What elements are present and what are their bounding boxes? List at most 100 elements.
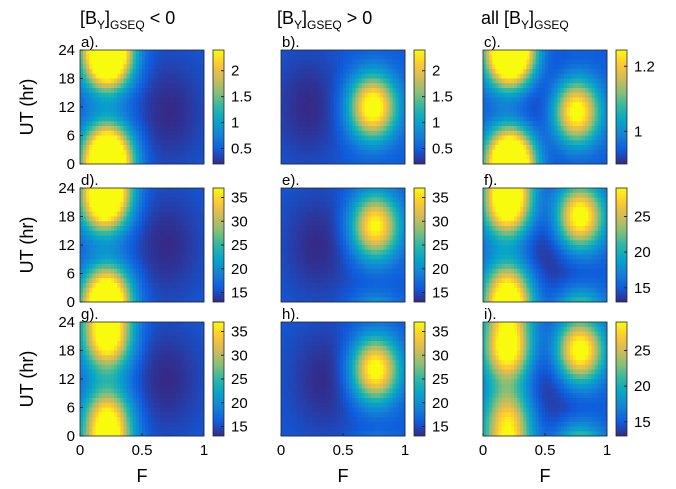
heatmap-cell (107, 69, 112, 75)
heatmap-cell (389, 197, 393, 203)
heatmap-cell (163, 283, 168, 289)
heatmap-cell (302, 297, 307, 303)
heatmap-cell (308, 97, 313, 103)
heatmap-cell (324, 78, 328, 84)
heatmap-cell (92, 59, 96, 65)
heatmap-cell (395, 59, 400, 65)
heatmap-cell (386, 92, 390, 98)
heatmap-cell (343, 273, 347, 279)
heatmap-cell (538, 59, 543, 65)
heatmap-cell (600, 107, 605, 113)
heatmap-cell (318, 50, 322, 56)
heatmap-cell (383, 211, 387, 217)
heatmap-cell (305, 50, 310, 56)
heatmap-cell (191, 235, 196, 241)
heatmap-cell (191, 59, 196, 65)
heatmap-cell (510, 64, 515, 70)
heatmap-cell (367, 211, 372, 217)
heatmap-cell (308, 240, 313, 246)
heatmap-cell (498, 149, 502, 155)
heatmap-cell (339, 207, 344, 213)
heatmap-cell (367, 278, 372, 284)
heatmap-cell (364, 268, 369, 274)
heatmap-cell (395, 211, 400, 217)
heatmap-cell (560, 130, 564, 136)
heatmap-cell (576, 154, 580, 160)
heatmap-cell (160, 54, 165, 60)
heatmap-cell (182, 97, 186, 103)
heatmap-cell (523, 140, 527, 146)
heatmap-cell (163, 259, 168, 265)
heatmap-cell (281, 240, 285, 246)
heatmap-cell (374, 226, 378, 232)
heatmap-cell (151, 273, 155, 279)
heatmap-cell (191, 211, 196, 217)
heatmap-cell (92, 154, 96, 160)
heatmap-cell (123, 97, 127, 103)
heatmap-cell (504, 102, 509, 108)
heatmap-cell (179, 92, 183, 98)
heatmap-cell (386, 107, 390, 113)
heatmap-cell (284, 268, 288, 274)
heatmap-cell (395, 154, 400, 160)
heatmap-cell (117, 69, 121, 75)
heatmap-cell (154, 235, 158, 241)
heatmap-cell (324, 140, 328, 146)
heatmap-cell (182, 226, 186, 232)
heatmap-cell (83, 92, 87, 98)
heatmap-cell (401, 116, 406, 122)
heatmap-cell (89, 268, 93, 274)
heatmap-cell (336, 235, 341, 241)
heatmap-cell (529, 154, 533, 160)
heatmap-cell (529, 78, 533, 84)
heatmap-cell (392, 188, 397, 194)
heatmap-cell (498, 50, 502, 56)
heatmap-cell (287, 97, 291, 103)
heatmap-cell (349, 245, 353, 251)
heatmap-cell (389, 130, 393, 136)
heatmap-cell (483, 140, 487, 146)
heatmap-cell (132, 192, 137, 198)
heatmap-cell (315, 264, 319, 270)
heatmap-cell (517, 121, 521, 127)
heatmap-cell (355, 107, 359, 113)
heatmap-cell (89, 111, 93, 117)
colorbar-tick-label: 1.2 (634, 58, 655, 75)
heatmap-cell (315, 154, 319, 160)
heatmap-cell (576, 78, 580, 84)
heatmap-cell (114, 245, 118, 251)
heatmap-cell (302, 59, 307, 65)
heatmap-cell (302, 97, 307, 103)
heatmap-cell (151, 188, 155, 194)
heatmap-cell (330, 116, 335, 122)
heatmap-cell (188, 221, 192, 227)
heatmap-cell (98, 121, 103, 127)
heatmap-cell (315, 297, 319, 303)
heatmap-cell (176, 97, 180, 103)
heatmap-cell (126, 59, 130, 65)
heatmap-cell (343, 297, 347, 303)
heatmap-cell (395, 107, 400, 113)
heatmap-cell (166, 259, 171, 265)
heatmap-cell (483, 226, 487, 232)
heatmap-cell (290, 230, 294, 236)
heatmap-cell (548, 116, 552, 122)
heatmap-cell (296, 140, 300, 146)
heatmap-cell (89, 64, 93, 70)
heatmap-cell (346, 221, 350, 227)
heatmap-cell (284, 216, 288, 222)
heatmap-cell (346, 254, 350, 260)
heatmap-cell (107, 207, 112, 213)
heatmap-cell (523, 73, 527, 79)
heatmap-cell (129, 111, 134, 117)
heatmap-cell (107, 59, 112, 65)
heatmap-cell (330, 73, 335, 79)
heatmap-cell (358, 59, 362, 65)
heatmap-cell (117, 259, 121, 265)
heatmap-cell (392, 240, 397, 246)
heatmap-cell (569, 102, 574, 108)
heatmap-cell (117, 111, 121, 117)
heatmap-cell (389, 192, 393, 198)
heatmap-cell (398, 259, 403, 265)
heatmap-cell (364, 78, 369, 84)
